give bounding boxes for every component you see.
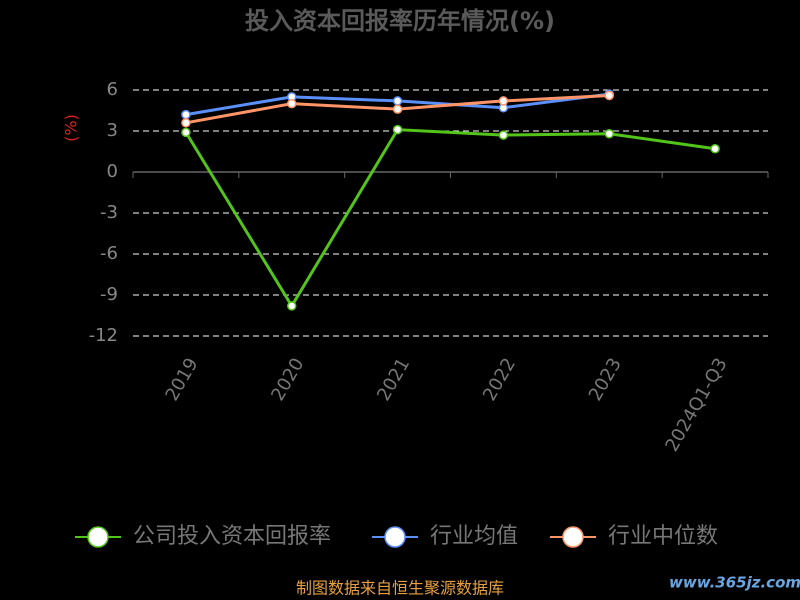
x-tick-label: 2023 [585,355,626,405]
point [287,98,297,109]
y-tick-label: 3 [107,120,118,141]
series-line [184,128,716,309]
point [498,96,509,106]
y-tick-label: 0 [107,161,118,182]
point [181,109,191,120]
point [392,96,403,106]
x-tick-label: 2022 [479,354,520,404]
legend-marker [87,526,109,548]
y-tick-label: -3 [100,202,118,223]
y-axis-label: (%) [62,114,81,142]
legend-label: 行业中位数 [608,524,718,549]
point [710,144,720,154]
chart-title: 投入资本回报率历年情况(%) [245,7,555,35]
point [287,301,297,311]
y-tick-label: -6 [100,243,118,264]
source: 制图数据来自恒生聚源数据库 [296,579,504,598]
point [392,124,403,135]
x-tick-label: 2024Q1-Q3 [661,355,731,456]
point [181,127,191,138]
y-tick-label: -12 [89,325,118,346]
watermark: www.365jz.com [669,574,800,592]
point [604,90,614,101]
point [604,128,614,139]
point [392,104,403,114]
x-tick-label: 2020 [267,355,308,405]
legend-marker [562,526,584,548]
y-tick-label: -9 [100,284,118,305]
x-tick-label: 2021 [373,355,414,405]
point [498,130,509,140]
legend-marker [384,526,406,548]
x-tick-label: 2019 [161,355,202,405]
y-tick-label: 6 [107,79,118,100]
point [181,118,191,128]
legend-label: 行业均值 [430,524,518,549]
legend-label: 公司投入资本回报率 [133,524,331,549]
